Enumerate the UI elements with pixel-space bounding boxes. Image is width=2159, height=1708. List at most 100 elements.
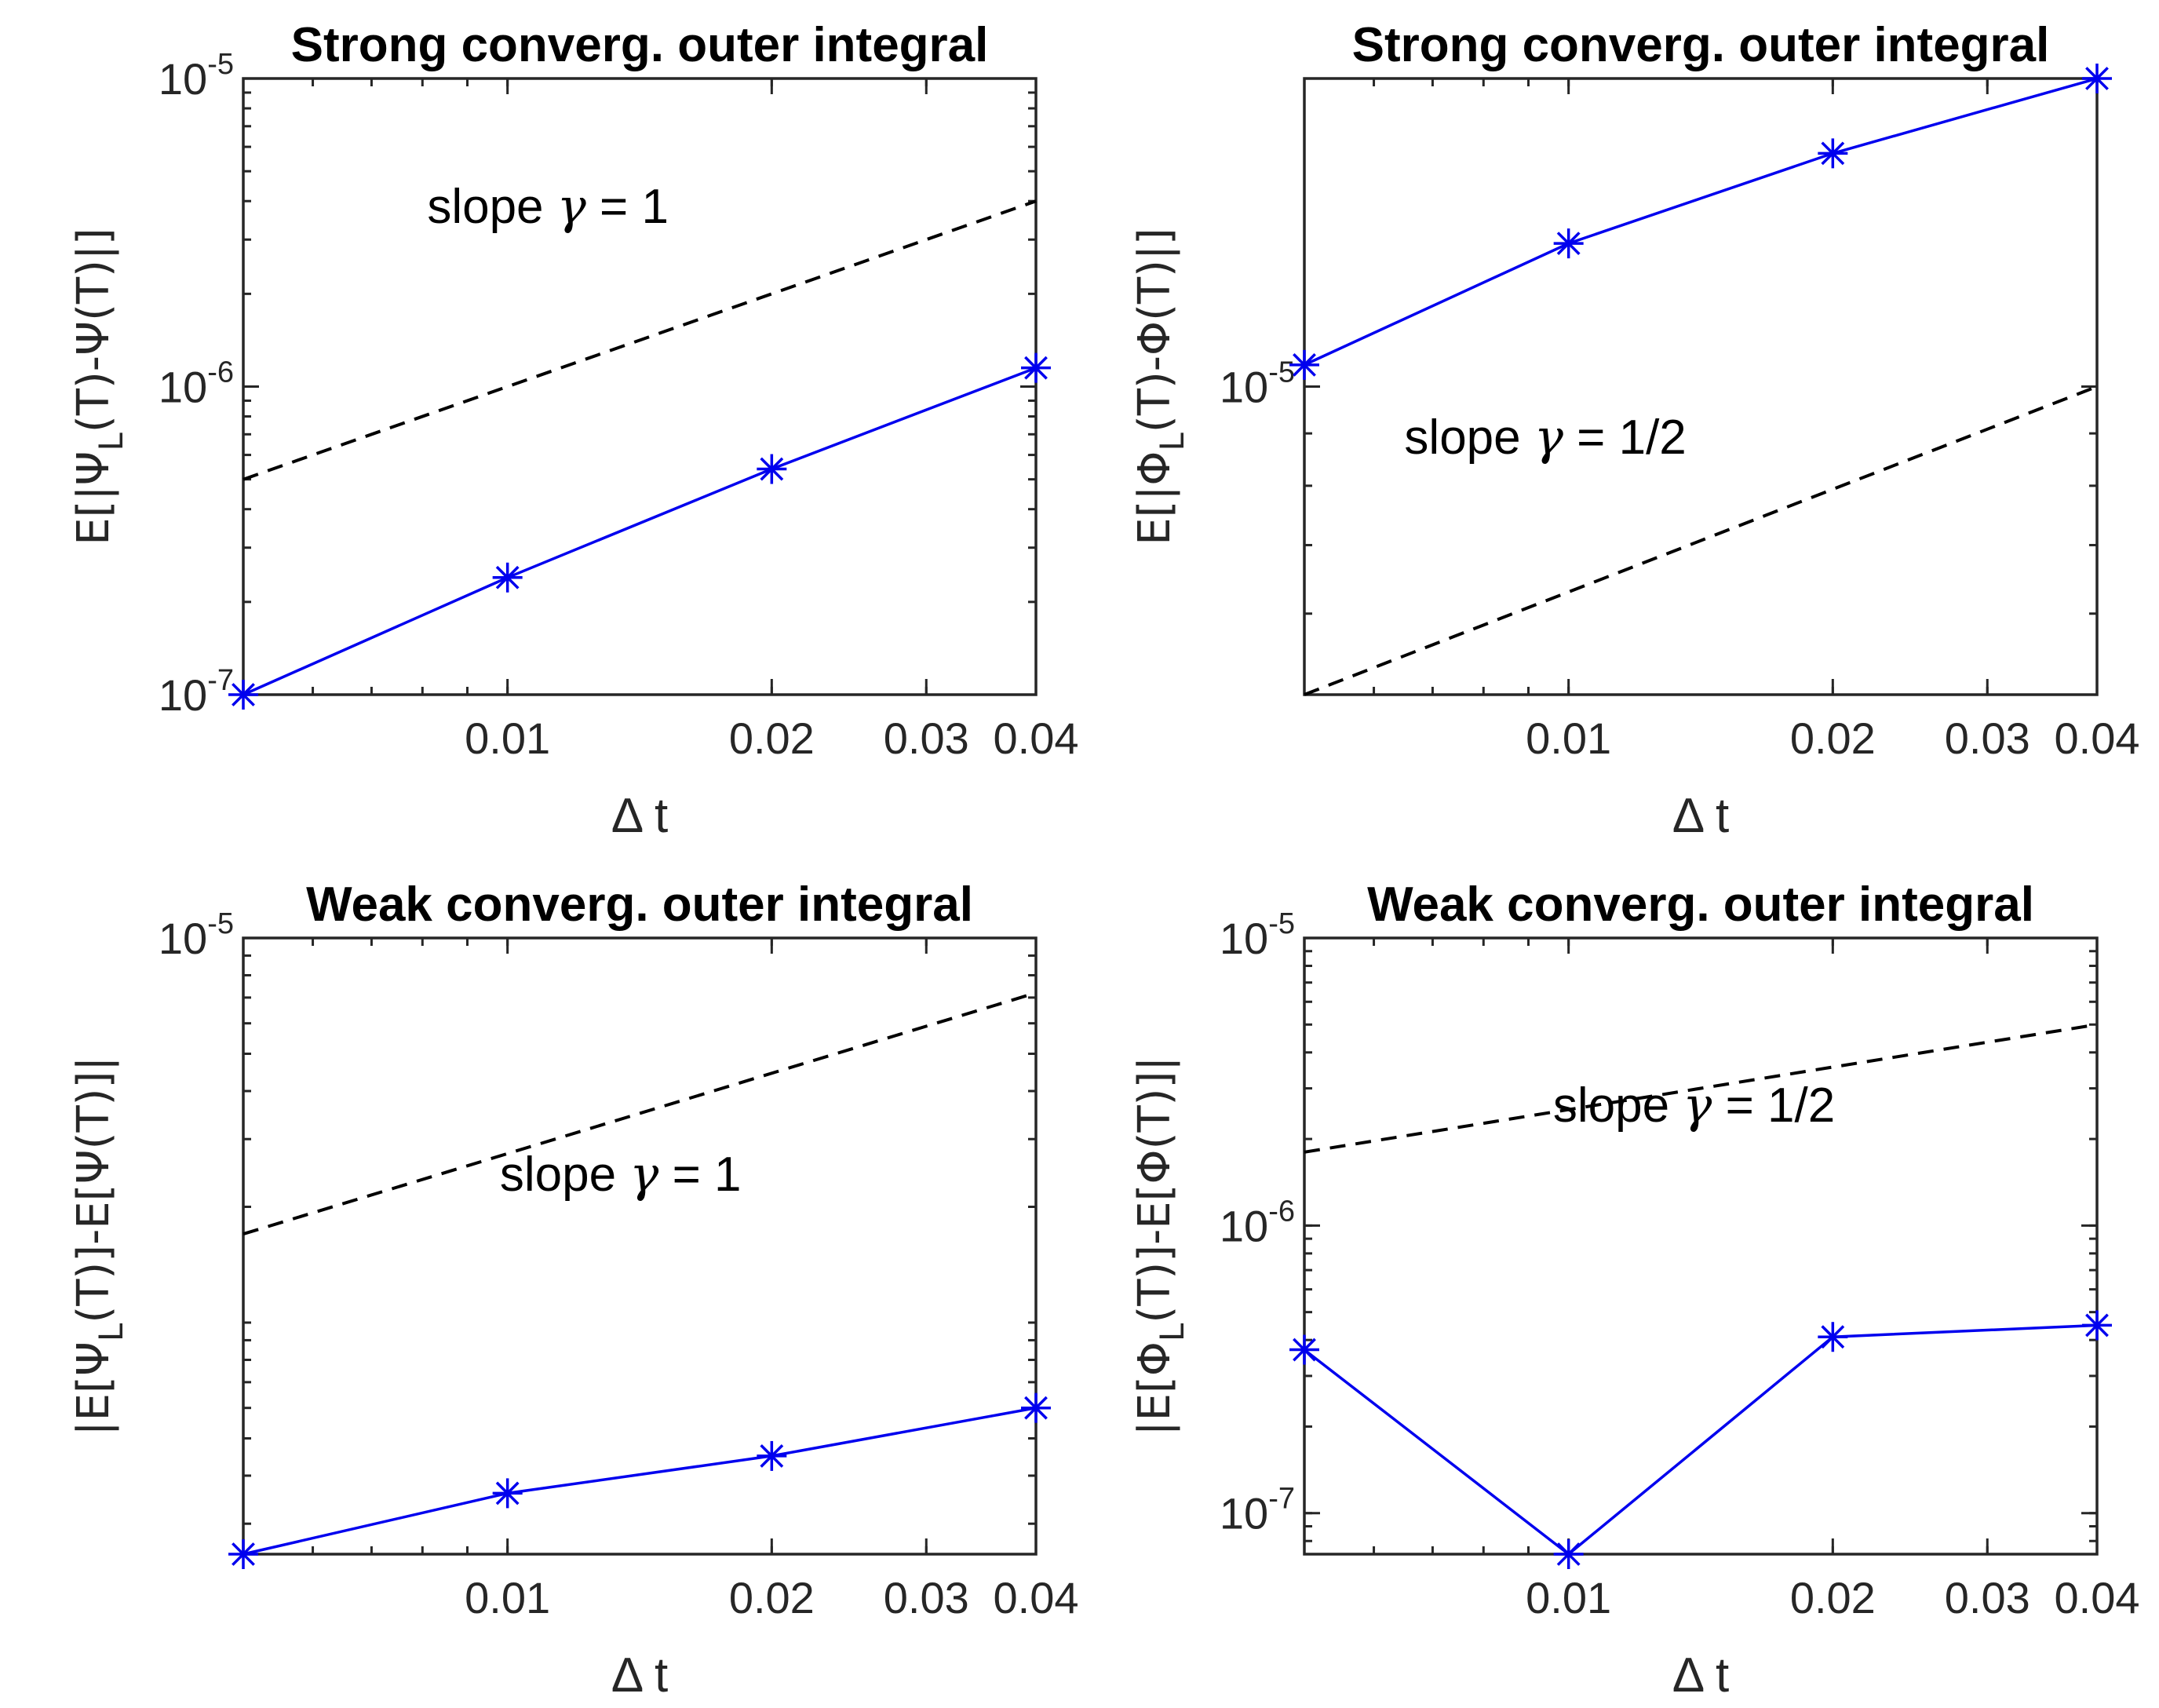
slope-annotation-symbol: γ	[629, 1145, 659, 1203]
data-point-marker	[2082, 1310, 2112, 1341]
slope-annotation-value: = 1/2	[1712, 1078, 1835, 1133]
y-tick-base: 10	[159, 363, 207, 412]
data-point-marker	[1289, 1334, 1319, 1365]
y-tick-base: 10	[1220, 914, 1268, 963]
y-tick-exponent: -5	[1268, 907, 1295, 940]
y-axis-label: E[|ΦL(T)-Φ(T)|]	[1129, 228, 1191, 545]
reference-slope-line	[1304, 1023, 2098, 1154]
axes-box	[1303, 936, 2099, 1556]
data-point-marker	[757, 454, 787, 484]
slope-annotation: slope γ = 1	[500, 1145, 742, 1203]
y-tick-exponent: -5	[1268, 356, 1295, 389]
y-axis-label-rest: (T)-Ψ(T)|]	[68, 228, 119, 432]
y-axis-label-subscript: L	[1153, 432, 1191, 451]
x-tick-label: 0.02	[729, 713, 815, 763]
reference-slope-line	[243, 991, 1037, 1236]
error-series-line	[243, 1406, 1037, 1556]
y-tick-exponent: -5	[207, 48, 234, 81]
error-series-line	[1304, 77, 2098, 367]
data-point-marker	[1818, 138, 1848, 169]
data-point-marker	[1021, 1392, 1051, 1423]
slope-annotation-value: = 1	[658, 1148, 741, 1202]
x-axis-label: Δ t	[1672, 1648, 1729, 1703]
slope-annotation-prefix: slope	[1553, 1078, 1683, 1133]
y-axis-label-main: E[|Ψ	[68, 451, 119, 546]
y-axis-label-main: |E[Φ	[1129, 1341, 1180, 1436]
data-point-marker	[228, 1539, 258, 1569]
y-tick-base: 10	[159, 914, 207, 963]
y-axis-label-subscript: L	[92, 432, 130, 451]
y-tick-base: 10	[1220, 363, 1268, 412]
chart-title: Strong converg. outer integral	[1352, 18, 2050, 72]
chart-title: Weak converg. outer integral	[306, 878, 973, 932]
x-tick-label: 0.02	[1790, 1573, 1876, 1622]
x-axis-label: Δ t	[1672, 789, 1729, 843]
y-tick-label: 10-6	[159, 356, 234, 412]
plot-area	[243, 991, 1037, 1556]
y-tick-label: 10-5	[159, 907, 234, 963]
y-tick-exponent: -7	[207, 664, 234, 697]
x-tick-label: 0.01	[465, 1573, 550, 1622]
data-point-marker	[492, 1478, 523, 1509]
y-tick-exponent: -6	[1268, 1195, 1295, 1228]
y-tick-label: 10-7	[1220, 1483, 1295, 1538]
y-axis-label: |E[ΦL(T)]-E[Φ(T)]|	[1129, 1057, 1191, 1436]
plot-area	[1304, 77, 2098, 696]
x-axis-label: Δ t	[611, 789, 668, 843]
slope-annotation-value: = 1	[586, 180, 669, 234]
slope-annotation-prefix: slope	[1404, 411, 1534, 465]
y-axis-label-main: E[|Φ	[1129, 451, 1180, 546]
y-axis-label-subscript: L	[92, 1323, 130, 1341]
data-point-marker	[2082, 64, 2112, 93]
x-tick-label: 0.01	[465, 713, 550, 763]
y-tick-exponent: -7	[1268, 1483, 1295, 1516]
y-axis-label: |E[ΨL(T)]-E[Ψ(T)]|	[68, 1057, 130, 1436]
y-tick-base: 10	[1220, 1201, 1268, 1250]
x-tick-label: 0.03	[1945, 1573, 2030, 1622]
x-tick-label: 0.03	[884, 1573, 969, 1622]
y-axis-label: E[|ΨL(T)-Ψ(T)|]	[68, 228, 130, 545]
slope-annotation-prefix: slope	[427, 180, 556, 234]
data-point-marker	[1818, 1322, 1848, 1352]
y-tick-base: 10	[159, 54, 207, 104]
y-axis-label-rest: (T)-Φ(T)|]	[1129, 228, 1180, 432]
y-tick-label: 10-5	[1220, 356, 1295, 412]
y-tick-exponent: -6	[207, 356, 234, 389]
data-point-marker	[1289, 349, 1319, 380]
plot-area	[243, 199, 1037, 696]
error-series-line	[1303, 1323, 2098, 1556]
axes-box	[242, 936, 1038, 1556]
error-series-line	[243, 367, 1037, 696]
y-tick-label: 10-6	[1220, 1195, 1295, 1250]
x-tick-label: 0.02	[729, 1573, 815, 1622]
y-tick-base: 10	[159, 670, 207, 720]
y-axis-label-rest: (T)]-E[Φ(T)]|	[1129, 1057, 1180, 1323]
x-tick-label: 0.02	[1790, 713, 1876, 763]
axes-box	[1303, 77, 2099, 696]
plot-area	[1303, 1023, 2098, 1556]
axes-box	[242, 77, 1038, 696]
y-axis-label-rest: (T)]-E[Ψ(T)]|	[68, 1057, 119, 1323]
slope-annotation-symbol: γ	[1683, 1076, 1712, 1133]
data-point-marker	[1553, 1539, 1584, 1569]
x-tick-label: 0.03	[884, 713, 969, 763]
y-axis-label-subscript: L	[1153, 1323, 1191, 1341]
y-tick-label: 10-5	[1220, 907, 1295, 963]
chart-title: Weak converg. outer integral	[1367, 878, 2034, 932]
x-tick-label: 0.01	[1526, 1573, 1611, 1622]
chart-panel-3: 0.01 0.02 0.03 0.04 10-5 Weak converg. outer …	[68, 878, 1079, 1703]
x-tick-label: 0.04	[994, 713, 1079, 763]
data-point-marker	[492, 562, 523, 593]
y-tick-base: 10	[1220, 1489, 1268, 1538]
x-tick-label: 0.04	[2055, 1573, 2140, 1622]
x-tick-label: 0.03	[1945, 713, 2030, 763]
x-tick-label: 0.01	[1526, 713, 1611, 763]
slope-annotation-value: = 1/2	[1563, 411, 1687, 465]
slope-annotation: slope γ = 1/2	[1553, 1076, 1835, 1133]
chart-panel-2: 0.01 0.02 0.03 0.04 10-5 Strong converg. oute…	[1129, 18, 2140, 843]
slope-annotation-symbol: γ	[1534, 408, 1564, 465]
reference-slope-line	[243, 199, 1037, 481]
slope-annotation: slope γ = 1/2	[1404, 408, 1686, 465]
